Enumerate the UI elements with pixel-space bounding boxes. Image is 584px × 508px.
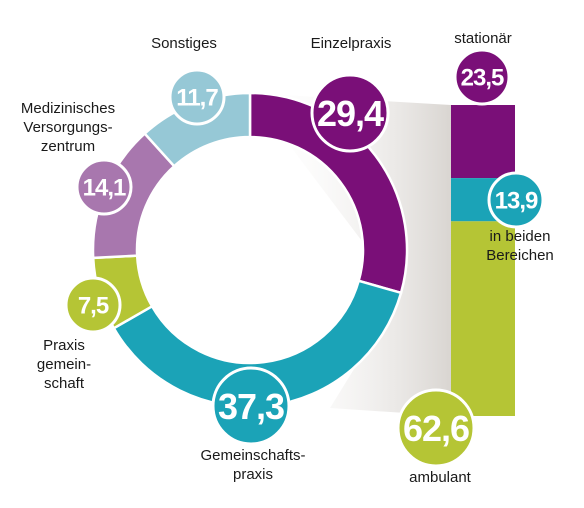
category-label-stationaer: stationär bbox=[454, 30, 512, 47]
value-label-einzel: 29,4 bbox=[317, 93, 384, 134]
category-label-sonstiges: Sonstiges bbox=[151, 35, 217, 52]
value-badge-stationaer bbox=[453, 48, 511, 106]
value-badge-einzel bbox=[310, 73, 390, 153]
value-label-beide: 13,9 bbox=[495, 188, 538, 215]
value-badge-ambulant bbox=[396, 388, 476, 468]
value-label-praxisgem: 7,5 bbox=[78, 293, 109, 320]
value-label-mvz: 14,1 bbox=[83, 175, 126, 202]
value-badge-sonstiges bbox=[168, 68, 226, 126]
value-label-sonstiges: 11,7 bbox=[176, 85, 218, 112]
value-label-gemeinschaft: 37,3 bbox=[218, 386, 284, 427]
bar-segment-ambulant bbox=[451, 221, 515, 416]
value-badge-praxisgem bbox=[64, 276, 122, 334]
bar-segment-stationaer bbox=[451, 105, 515, 179]
value-badge-mvz bbox=[75, 158, 133, 216]
category-label-mvz: Medizinisches Versorgungs-zentrum bbox=[21, 100, 115, 155]
donut-slice-gemeinschaft bbox=[112, 279, 403, 409]
connector-shadow bbox=[250, 93, 451, 416]
category-label-ambulant: ambulant bbox=[409, 469, 472, 486]
value-label-ambulant: 62,6 bbox=[403, 408, 469, 449]
value-badge-gemeinschaft bbox=[211, 366, 291, 446]
value-label-stationaer: 23,5 bbox=[461, 65, 504, 92]
category-label-praxisgem: Praxis gemein-schaft bbox=[37, 337, 91, 392]
value-badge-beide bbox=[487, 171, 545, 229]
donut-slice-sonstiges bbox=[142, 91, 252, 168]
category-label-gemeinschaft: Gemeinschafts-praxis bbox=[200, 447, 305, 483]
category-label-einzel: Einzelpraxis bbox=[311, 35, 392, 52]
category-label-beide: in beiden Bereichen bbox=[486, 228, 554, 264]
